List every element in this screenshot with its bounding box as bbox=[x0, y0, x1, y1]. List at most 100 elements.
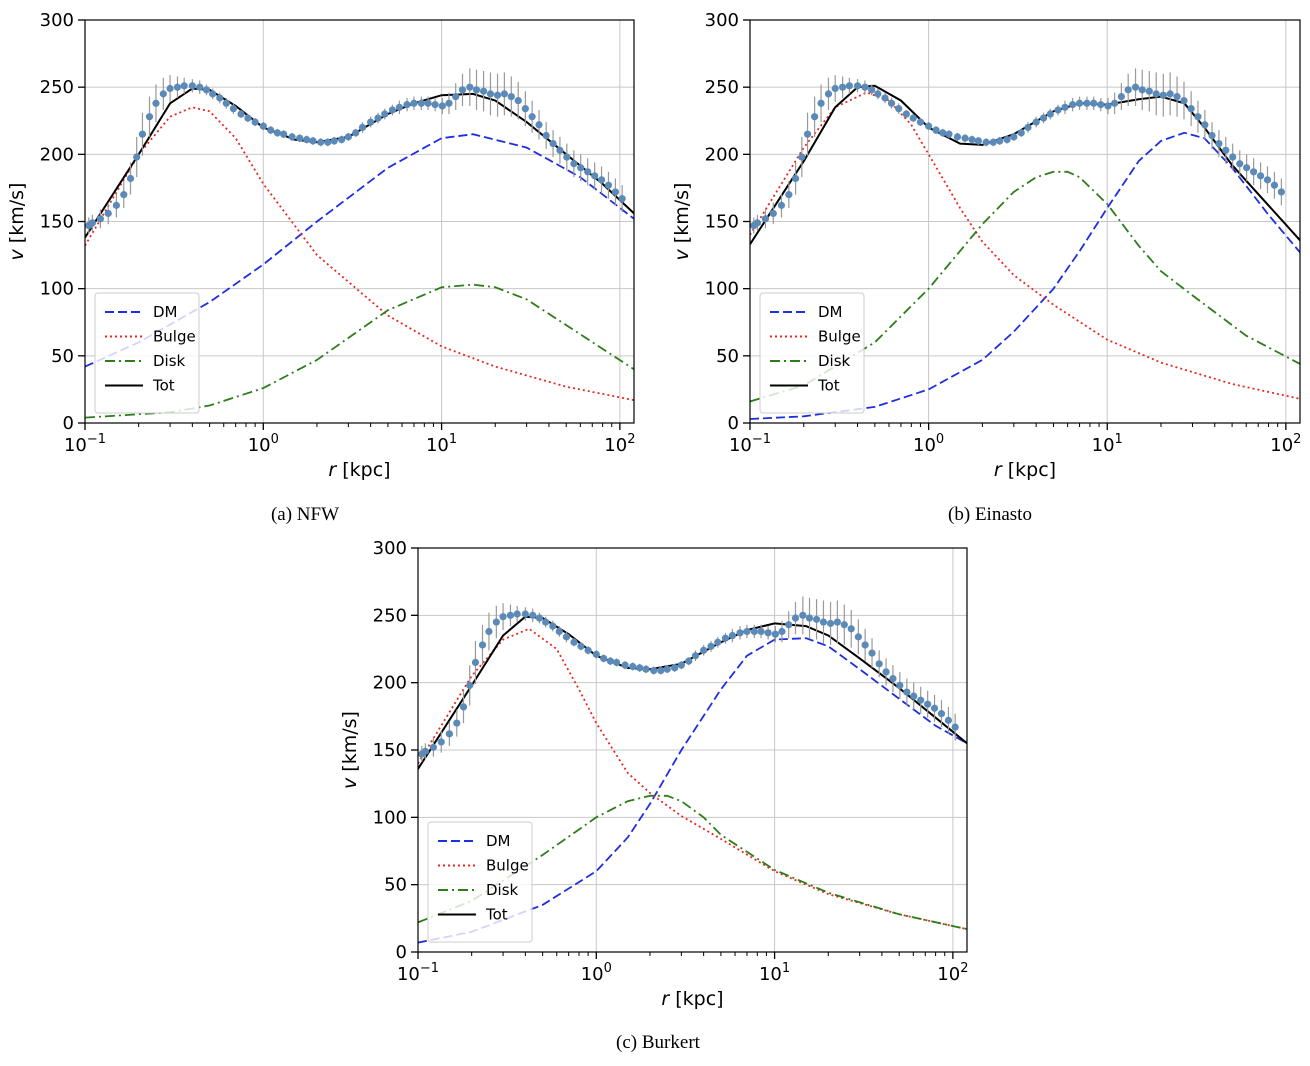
x-tick-label: 102 bbox=[937, 961, 968, 985]
data-point bbox=[778, 627, 786, 636]
data-point bbox=[555, 627, 563, 636]
data-point bbox=[521, 610, 529, 618]
x-tick-label: 102 bbox=[1270, 432, 1301, 456]
x-tick-label: 10−1 bbox=[397, 961, 439, 985]
data-point bbox=[1131, 83, 1140, 91]
data-point bbox=[650, 666, 658, 675]
data-point bbox=[267, 126, 275, 134]
data-point bbox=[819, 618, 828, 626]
plot-area bbox=[85, 68, 634, 419]
legend-label-tot: Tot bbox=[485, 906, 508, 924]
data-point bbox=[556, 146, 564, 154]
data-point bbox=[642, 665, 650, 673]
x-tick-label: 101 bbox=[1092, 432, 1123, 456]
data-point bbox=[944, 716, 953, 724]
data-point bbox=[1061, 103, 1069, 111]
data-point bbox=[96, 215, 104, 223]
legend-label-bulge: Bulge bbox=[153, 328, 196, 346]
data-point bbox=[861, 641, 869, 649]
data-point bbox=[636, 664, 644, 672]
x-tick-exponent: −1 bbox=[752, 432, 771, 447]
data-point bbox=[478, 641, 487, 649]
data-point bbox=[180, 82, 188, 90]
data-point bbox=[916, 118, 925, 126]
data-point bbox=[273, 129, 282, 137]
data-point bbox=[817, 99, 825, 107]
data-point bbox=[691, 652, 700, 660]
data-point bbox=[1003, 135, 1011, 144]
data-point bbox=[974, 137, 983, 145]
data-point bbox=[685, 657, 693, 665]
data-point bbox=[785, 621, 793, 629]
data-point bbox=[1201, 121, 1209, 129]
y-axis-unit: [km/s] bbox=[6, 183, 28, 244]
data-point bbox=[410, 99, 418, 107]
data-point bbox=[902, 110, 910, 118]
data-point bbox=[1097, 101, 1105, 109]
data-point bbox=[826, 619, 835, 628]
legend-label-bulge: Bulge bbox=[818, 328, 861, 346]
data-point bbox=[831, 84, 839, 93]
y-tick-label: 0 bbox=[63, 413, 74, 434]
data-point bbox=[403, 101, 411, 109]
panel-caption: (b) Einasto bbox=[948, 504, 1032, 525]
data-point bbox=[259, 122, 267, 130]
data-point bbox=[845, 82, 853, 90]
y-axis-label: v [km/s] bbox=[671, 183, 693, 261]
x-axis-unit: [kpc] bbox=[675, 988, 723, 1010]
data-point bbox=[1180, 97, 1188, 105]
x-tick-base: 10 bbox=[581, 964, 604, 985]
data-point bbox=[514, 97, 522, 105]
data-point bbox=[381, 110, 389, 118]
y-tick-label: 150 bbox=[705, 212, 739, 233]
y-axis-variable: v bbox=[339, 777, 361, 789]
data-point bbox=[173, 83, 182, 91]
y-axis-unit: [km/s] bbox=[339, 711, 361, 772]
data-point bbox=[1075, 99, 1084, 107]
data-point bbox=[216, 94, 224, 102]
y-tick-label: 300 bbox=[40, 10, 74, 31]
data-point bbox=[549, 139, 557, 148]
data-point bbox=[868, 649, 876, 657]
data-point bbox=[861, 83, 869, 91]
x-tick-exponent: 2 bbox=[1293, 432, 1301, 447]
x-axis-variable: r bbox=[328, 459, 337, 481]
data-point bbox=[1187, 105, 1195, 113]
data-point bbox=[324, 138, 332, 146]
data-point bbox=[159, 90, 167, 98]
x-tick-exponent: 0 bbox=[604, 961, 612, 976]
data-point bbox=[618, 195, 626, 203]
data-point bbox=[506, 611, 515, 619]
data-point bbox=[896, 681, 904, 689]
data-point bbox=[791, 614, 800, 622]
data-point bbox=[344, 133, 352, 141]
data-point bbox=[600, 654, 608, 663]
data-point bbox=[875, 660, 883, 668]
data-point bbox=[840, 621, 848, 629]
data-point bbox=[513, 610, 521, 618]
y-axis-unit: [km/s] bbox=[671, 183, 693, 244]
data-point bbox=[280, 130, 288, 138]
y-axis-label: v [km/s] bbox=[6, 183, 28, 261]
data-point bbox=[854, 633, 862, 641]
x-tick-base: 10 bbox=[1270, 435, 1293, 456]
data-point bbox=[798, 153, 806, 161]
data-point bbox=[237, 110, 245, 118]
data-point bbox=[188, 82, 196, 90]
y-tick-label: 200 bbox=[705, 144, 739, 165]
x-axis-label: r [kpc] bbox=[661, 988, 723, 1010]
data-point bbox=[777, 201, 786, 209]
data-point bbox=[910, 692, 918, 700]
x-tick-label: 101 bbox=[426, 432, 457, 456]
data-point bbox=[229, 105, 238, 113]
data-point bbox=[887, 99, 896, 107]
data-point bbox=[757, 627, 765, 636]
y-tick-label: 250 bbox=[373, 605, 407, 626]
x-tick-base: 10 bbox=[913, 435, 936, 456]
data-point bbox=[303, 135, 311, 144]
x-tick-base: 10 bbox=[604, 435, 627, 456]
series-tot-line bbox=[85, 87, 634, 239]
data-point bbox=[1256, 172, 1265, 180]
data-point bbox=[989, 138, 997, 146]
